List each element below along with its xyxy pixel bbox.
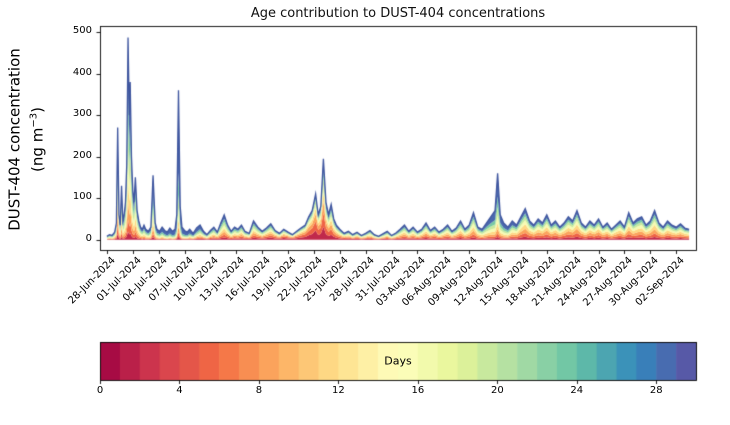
colorbar-tick-label: 4	[176, 385, 183, 396]
y-axis-exponent: −3	[28, 112, 40, 128]
y-tick-label: 100	[72, 191, 92, 203]
y-tick-label: 400	[72, 66, 92, 78]
y-tick-label: 300	[72, 108, 92, 120]
colorbar-tick-label: 0	[96, 385, 104, 396]
chart-title: Age contribution to DUST-404 concentrati…	[250, 6, 546, 21]
colorbar-tick-label: 24	[570, 385, 584, 396]
colorbar-tick-label: 20	[490, 385, 504, 396]
y-axis-label-line2: (ng m−3)	[28, 107, 47, 172]
colorbar-tick-label: 12	[332, 385, 345, 396]
y-tick-label: 500	[72, 25, 92, 37]
y-axis-label: DUST-404 concentration (ng m−3)	[5, 0, 48, 290]
colorbar-tick-label: 8	[255, 385, 263, 396]
y-tick-label: 0	[85, 232, 92, 244]
y-axis-label-line1: DUST-404 concentration	[5, 48, 24, 231]
colorbar-tick-label: 28	[649, 385, 663, 396]
y-tick-label: 200	[72, 149, 92, 161]
colorbar-tick-label: 16	[411, 385, 425, 396]
colorbar-label: Days	[384, 354, 412, 368]
